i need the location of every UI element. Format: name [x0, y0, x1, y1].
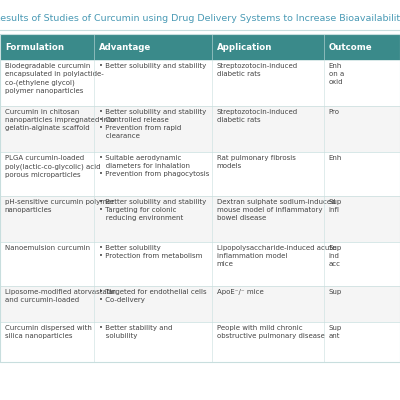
Text: Nanoemulsion curcumin: Nanoemulsion curcumin [5, 245, 90, 251]
Bar [94, 60, 212, 106]
Text: pH-sensitive curcumin polymer
nanoparticles: pH-sensitive curcumin polymer nanopartic… [5, 199, 114, 213]
Text: ApoE⁻/⁻ mice: ApoE⁻/⁻ mice [217, 289, 264, 295]
Text: Advantage: Advantage [99, 42, 151, 52]
Text: • Suitable aerodynamic
   diameters for inhalation
• Prevention from phagocytosi: • Suitable aerodynamic diameters for inh… [99, 155, 209, 177]
Text: Sup
infl: Sup infl [329, 199, 342, 213]
Bar [324, 242, 400, 286]
Text: • Better solubility and stability: • Better solubility and stability [99, 63, 206, 69]
Text: • Better solubility and stability
• Targeting for colonic
   reducing environmen: • Better solubility and stability • Targ… [99, 199, 206, 221]
Text: Sup: Sup [329, 289, 342, 295]
Text: People with mild chronic
obstructive pulmonary disease: People with mild chronic obstructive pul… [217, 325, 325, 339]
Bar [0, 322, 94, 362]
Text: PLGA curcumin-loaded
poly(lactic-co-glycolic) acid
porous microparticles: PLGA curcumin-loaded poly(lactic-co-glyc… [5, 155, 100, 178]
Bar [94, 286, 212, 322]
Text: Results of Studies of Curcumin using Drug Delivery Systems to Increase Bioavaila: Results of Studies of Curcumin using Dru… [0, 14, 400, 23]
Text: Lipopolysaccharide-induced acute
inflammation model
mice: Lipopolysaccharide-induced acute inflamm… [217, 245, 336, 267]
Text: • Better solubility
• Protection from metabolism: • Better solubility • Protection from me… [99, 245, 202, 259]
Text: Streptozotocin-induced
diabetic rats: Streptozotocin-induced diabetic rats [217, 63, 298, 77]
Bar [212, 106, 324, 152]
Bar [94, 322, 212, 362]
Bar [212, 60, 324, 106]
Text: • Better stability and
   solubility: • Better stability and solubility [99, 325, 172, 339]
Bar [94, 34, 212, 60]
Bar [0, 34, 400, 362]
Text: Application: Application [217, 42, 272, 52]
Text: Curcumin in chitosan
nanoparticles impregnated into
gelatin-alginate scaffold: Curcumin in chitosan nanoparticles impre… [5, 109, 115, 131]
Text: • Better solubility and stability
• Controlled release
• Prevention from rapid
 : • Better solubility and stability • Cont… [99, 109, 206, 139]
Text: Biodegradable curcumin
encapsulated in polylactide-
co-(ethylene glycol)
polymer: Biodegradable curcumin encapsulated in p… [5, 63, 104, 94]
Bar [212, 322, 324, 362]
Bar [324, 60, 400, 106]
Bar [212, 34, 324, 60]
Text: • Targeted for endothelial cells
• Co-delivery: • Targeted for endothelial cells • Co-de… [99, 289, 206, 303]
Text: Rat pulmonary fibrosis
models: Rat pulmonary fibrosis models [217, 155, 296, 169]
Text: Streptozotocin-induced
diabetic rats: Streptozotocin-induced diabetic rats [217, 109, 298, 123]
Text: Enh
on a
oxid: Enh on a oxid [329, 63, 344, 85]
Bar [324, 196, 400, 242]
Bar [94, 152, 212, 196]
Text: Formulation: Formulation [5, 42, 64, 52]
Text: Curcumin dispersed with
silica nanoparticles: Curcumin dispersed with silica nanoparti… [5, 325, 92, 339]
Bar [324, 34, 400, 60]
Text: Liposome-modified atorvastatin
and curcumin-loaded: Liposome-modified atorvastatin and curcu… [5, 289, 116, 303]
Bar [94, 242, 212, 286]
Bar [94, 106, 212, 152]
Text: Enh: Enh [329, 155, 342, 161]
Bar [0, 286, 94, 322]
Bar [94, 196, 212, 242]
Bar [212, 286, 324, 322]
Bar [324, 286, 400, 322]
Bar [324, 322, 400, 362]
Text: Sup
ant: Sup ant [329, 325, 342, 339]
Bar [324, 152, 400, 196]
Text: Outcome: Outcome [329, 42, 372, 52]
Bar [212, 152, 324, 196]
Text: Pro: Pro [329, 109, 340, 115]
Text: Sup
ind
acc: Sup ind acc [329, 245, 342, 267]
Bar [0, 152, 94, 196]
Bar [0, 60, 94, 106]
Bar [0, 106, 94, 152]
Bar [212, 196, 324, 242]
Text: Dextran sulphate sodium-induced
mouse model of inflammatory
bowel disease: Dextran sulphate sodium-induced mouse mo… [217, 199, 335, 221]
Bar [0, 242, 94, 286]
Bar [212, 242, 324, 286]
Bar [324, 106, 400, 152]
Bar [0, 196, 94, 242]
Bar [0, 34, 94, 60]
